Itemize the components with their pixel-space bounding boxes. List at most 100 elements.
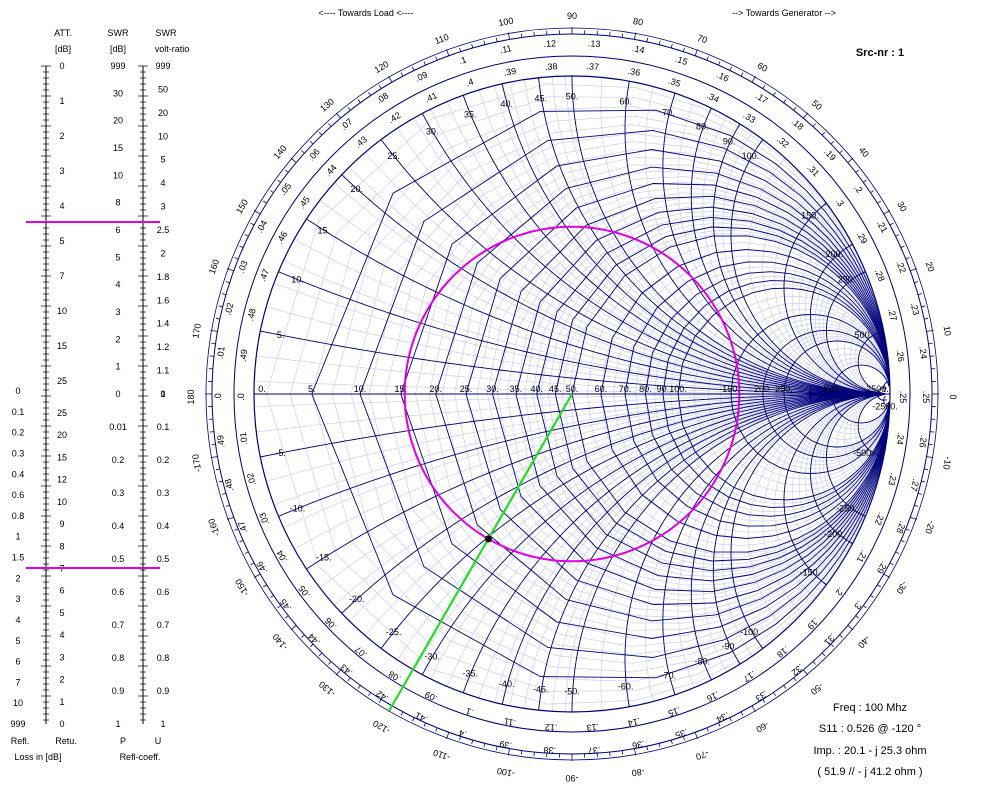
parallel-readout: ( 51.9 // - j 41.2 ohm ) xyxy=(817,766,922,778)
angle-tick xyxy=(905,528,910,531)
swr-volt-label: 1 xyxy=(160,389,165,399)
angle-label: 10 xyxy=(941,325,953,337)
angle-tick xyxy=(921,480,926,483)
wavelength-load-label: .28 xyxy=(873,268,887,283)
refl-power-label: 0.4 xyxy=(112,521,125,531)
refl-volt-label: 0.1 xyxy=(157,422,170,432)
angle-tick xyxy=(244,234,249,237)
minor-reactance-arc xyxy=(446,101,880,395)
reactance-pos-label: 80. xyxy=(696,122,709,132)
resistance-label: 35. xyxy=(510,384,523,394)
impedance-point-marker[interactable] xyxy=(484,535,492,543)
angle-tick xyxy=(917,492,923,495)
wavelength-gen-label: .13 xyxy=(588,38,601,49)
angle-tick xyxy=(694,48,698,56)
angle-tick xyxy=(870,190,874,194)
wavelength-gen-label: .31 xyxy=(822,631,838,647)
angle-tick xyxy=(895,551,900,554)
angle-tick xyxy=(335,669,341,676)
minor-reactance-arc xyxy=(774,394,880,599)
angle-tick xyxy=(855,615,860,619)
wavelength-gen-label: .01 xyxy=(215,346,226,360)
angle-label: 50 xyxy=(810,98,824,112)
minor-reactance-arc xyxy=(836,290,880,394)
wavelength-gen-label: .32 xyxy=(790,662,806,678)
swr-db-label: 2 xyxy=(115,334,120,344)
angle-tick xyxy=(889,222,894,226)
swr-db-label: 10 xyxy=(113,170,123,180)
reactance-arc xyxy=(857,393,886,458)
wavelength-load-label: .0 xyxy=(236,393,246,401)
s11-readout: S11 : 0.526 @ -120 ° xyxy=(819,723,921,735)
angle-tick xyxy=(301,150,305,154)
att-loss-label: 0.2 xyxy=(12,428,25,438)
angle-label: -70 xyxy=(695,748,711,762)
att-top-label: 4 xyxy=(59,201,64,211)
swr-volt-label: 1.2 xyxy=(157,342,170,352)
retu-label: Retu. xyxy=(55,736,77,746)
angle-label: 30 xyxy=(895,200,909,214)
minor-reactance-arc xyxy=(494,393,880,703)
angle-tick xyxy=(793,106,797,111)
angle-tick xyxy=(900,245,905,248)
wavelength-gen-label: .47 xyxy=(236,520,250,535)
minor-reactance-arc xyxy=(791,214,880,394)
angle-tick xyxy=(423,722,426,727)
wavelength-load-label: .32 xyxy=(775,134,791,150)
angle-tick xyxy=(253,210,261,215)
angle-label: 160 xyxy=(207,258,222,276)
angle-tick xyxy=(793,677,797,682)
angle-tick xyxy=(234,528,239,531)
angle-label: -160 xyxy=(206,517,222,537)
resistance-label: 20. xyxy=(429,384,442,394)
angle-tick xyxy=(446,732,450,740)
source-number-label: Src-nr : 1 xyxy=(856,47,904,59)
minor-reactance-arc xyxy=(446,393,880,687)
angle-tick xyxy=(284,169,289,173)
overlay-layer xyxy=(388,225,741,712)
angle-tick xyxy=(215,468,220,471)
wavelength-load-label: .1 xyxy=(465,706,475,718)
angle-tick xyxy=(301,634,305,638)
minor-reactance-arc xyxy=(804,394,880,553)
wavelength-gen-label: .16 xyxy=(715,69,731,83)
angle-tick xyxy=(855,169,860,173)
angle-tick xyxy=(471,43,474,49)
minor-reactance-arc xyxy=(836,394,880,498)
angle-tick xyxy=(335,112,341,119)
angle-label: -100 xyxy=(496,766,515,779)
angle-tick xyxy=(270,190,274,194)
att-top-label: 1 xyxy=(59,96,64,106)
wavelength-gen-label: .15 xyxy=(674,54,689,67)
angle-tick xyxy=(646,37,649,42)
angle-tick xyxy=(211,443,216,446)
swr-circle xyxy=(403,225,741,563)
swr-db-label: 6 xyxy=(115,225,120,235)
resistance-label: 15. xyxy=(395,384,408,394)
refl-volt-label: 0.7 xyxy=(157,620,170,630)
wavelength-gen-label: .09 xyxy=(414,69,430,83)
freq-readout: Freq : 100 Mhz xyxy=(833,702,907,714)
reactance-arc xyxy=(783,393,885,586)
wavelength-load-label: .31 xyxy=(805,162,821,178)
angle-tick xyxy=(328,661,332,665)
reactance-neg-label: -60. xyxy=(618,682,634,692)
att-loss-label: 6 xyxy=(15,657,20,667)
angle-tick xyxy=(309,140,314,145)
refl-volt-label: 0.2 xyxy=(157,455,170,465)
wavelength-load-label: .24 xyxy=(895,432,906,446)
angle-tick xyxy=(921,305,926,308)
swr-db-label: 0 xyxy=(115,389,120,399)
loss-footer: Loss in [dB] xyxy=(14,752,61,762)
wavelength-gen-label: .03 xyxy=(236,259,250,274)
swr-volt-label: 1.1 xyxy=(157,366,170,376)
reactance-neg-label: -200. xyxy=(824,529,845,539)
refl-coeff-footer: Refl-coeff. xyxy=(120,752,161,762)
swr-volt-label: 2 xyxy=(160,248,165,258)
swr-db-header: SWR xyxy=(108,28,129,38)
att-loss-label: 7 xyxy=(15,677,20,687)
reactance-neg-label: -90. xyxy=(721,642,737,652)
angle-tick xyxy=(211,342,216,345)
wavelength-load-label: .3 xyxy=(834,196,847,208)
